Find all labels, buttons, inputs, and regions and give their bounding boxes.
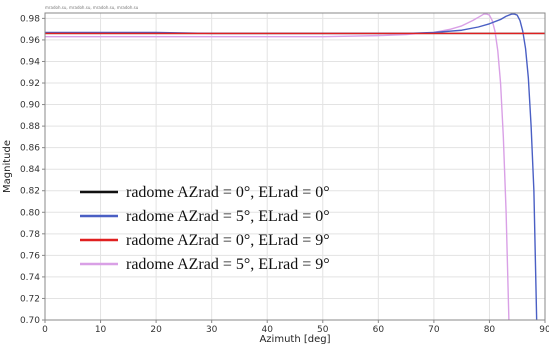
y-tick-label: 0.78 [20, 230, 40, 240]
y-tick-label: 0.70 [20, 316, 40, 326]
x-tick-label: 90 [539, 325, 549, 335]
x-axis-label: Azimuth [deg] [259, 334, 330, 344]
header-text: mradoh.su, mradoh.su, mradoh.su, mradoh.… [45, 5, 139, 10]
series-line-4 [45, 13, 510, 320]
y-tick-label: 0.72 [20, 294, 40, 304]
x-tick-label: 40 [261, 325, 273, 335]
x-tick-label: 50 [317, 325, 329, 335]
y-tick-label: 0.96 [20, 36, 40, 46]
x-tick-label: 30 [206, 325, 218, 335]
legend-label-3: radome AZrad = 0°, ELrad = 9° [126, 232, 330, 249]
series-line-2 [45, 13, 538, 320]
x-tick-label: 60 [373, 325, 385, 335]
y-tick-label: 0.76 [20, 251, 40, 261]
legend-label-1: radome AZrad = 0°, ELrad = 0° [126, 184, 330, 201]
y-tick-label: 0.88 [20, 122, 40, 132]
y-tick-label: 0.98 [20, 14, 40, 24]
axis-ticks: 0 10 20 30 40 50 60 70 80 90 0.70 0.72 0.74 0.76 0.78 0… [20, 14, 549, 335]
x-tick-label: 10 [95, 325, 107, 335]
legend-label-4: radome AZrad = 5°, ELrad = 9° [126, 256, 330, 273]
x-tick-label: 0 [42, 325, 48, 335]
x-tick-label: 70 [428, 325, 440, 335]
grid [44, 13, 546, 321]
y-tick-label: 0.82 [20, 187, 40, 197]
y-tick-label: 0.74 [20, 273, 40, 283]
legend-label-2: radome AZrad = 5°, ELrad = 0° [126, 208, 330, 225]
x-tick-label: 80 [484, 325, 496, 335]
y-axis-label: Magnitude [2, 140, 13, 193]
y-tick-label: 0.86 [20, 144, 40, 154]
series-group [45, 13, 545, 320]
y-tick-label: 0.90 [20, 101, 40, 111]
legend: radome AZrad = 0°, ELrad = 0° radome AZra… [80, 184, 330, 273]
y-tick-label: 0.94 [20, 57, 40, 67]
y-tick-label: 0.84 [20, 165, 40, 175]
y-tick-label: 0.92 [20, 79, 40, 89]
x-tick-label: 20 [150, 325, 162, 335]
y-tick-label: 0.80 [20, 208, 40, 218]
plot-frame [44, 12, 546, 321]
